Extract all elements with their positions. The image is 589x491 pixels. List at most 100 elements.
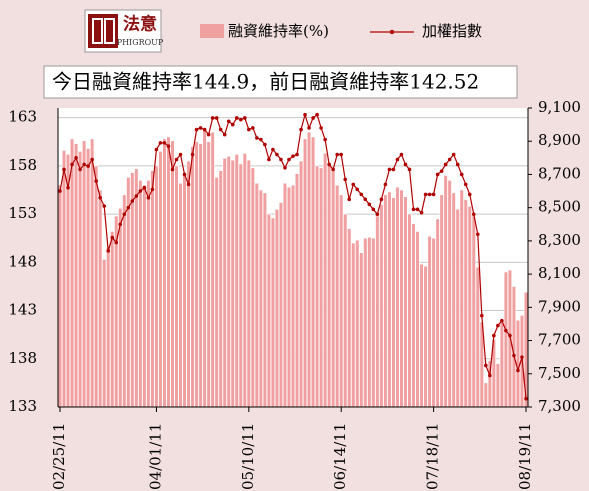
bar <box>471 215 476 408</box>
line-marker <box>238 117 243 122</box>
line-marker <box>508 333 512 338</box>
bar <box>298 160 304 408</box>
bar <box>294 173 300 408</box>
line-marker <box>218 127 223 132</box>
bar <box>238 163 243 408</box>
bar <box>323 153 328 408</box>
bar <box>198 143 203 408</box>
line-marker <box>439 169 444 173</box>
bar <box>126 177 131 408</box>
bar <box>73 143 79 408</box>
y2-tick-label: 7,500 <box>538 364 581 382</box>
line-marker <box>355 187 360 192</box>
line-marker <box>339 152 344 157</box>
bar <box>61 150 67 408</box>
line-marker <box>423 192 428 197</box>
line-marker <box>512 353 516 358</box>
line-marker <box>303 112 307 117</box>
line-marker <box>190 152 195 157</box>
bar <box>270 217 276 408</box>
line-marker <box>178 152 183 157</box>
line-marker <box>315 112 319 117</box>
y-tick-label: 163 <box>8 108 37 126</box>
y2-tick-label: 8,700 <box>538 164 581 182</box>
bar <box>463 199 468 408</box>
bar <box>254 182 259 408</box>
line-marker <box>114 240 119 245</box>
line-marker <box>134 194 139 198</box>
legend-label: 加權指數 <box>422 22 482 40</box>
bar <box>182 175 187 408</box>
line-marker <box>74 156 78 160</box>
bar <box>343 213 348 408</box>
line-marker <box>98 195 102 200</box>
line-marker <box>492 333 496 338</box>
line-marker <box>403 162 408 167</box>
bar <box>439 194 444 408</box>
bar <box>90 138 95 408</box>
bar <box>190 146 195 408</box>
bar <box>226 155 231 408</box>
bar <box>98 189 103 408</box>
bar <box>250 167 255 408</box>
line-marker <box>86 164 90 168</box>
line-marker <box>82 162 86 167</box>
line-marker <box>504 328 508 333</box>
line-marker <box>431 192 436 197</box>
annotation: 今日融資維持率144.9，前日融資維持率142.52 <box>52 70 479 94</box>
line-marker <box>154 147 159 152</box>
bar <box>319 167 324 408</box>
y2-tick-label: 7,900 <box>538 297 581 315</box>
line-marker <box>343 177 348 182</box>
bar <box>335 184 340 408</box>
line-marker <box>267 157 271 162</box>
line-marker <box>363 197 368 202</box>
line-marker <box>158 141 163 145</box>
line-marker <box>307 126 311 130</box>
bar <box>363 237 368 408</box>
bar <box>154 165 159 408</box>
bar <box>310 136 316 408</box>
line-marker <box>367 202 372 207</box>
line-marker <box>331 167 335 172</box>
bar <box>262 192 267 408</box>
bar <box>383 194 388 408</box>
bar <box>331 170 336 408</box>
line-marker <box>247 127 251 132</box>
line-marker <box>459 172 464 177</box>
line-marker <box>500 318 504 323</box>
bar <box>122 194 127 408</box>
bar <box>495 363 500 408</box>
bar <box>166 136 171 408</box>
y-tick-label: 143 <box>8 301 37 319</box>
line-marker <box>520 355 524 359</box>
line-marker <box>90 157 94 162</box>
bar <box>114 215 119 408</box>
x-tick-label: 07/18/11 <box>424 423 442 490</box>
line-marker <box>142 185 147 190</box>
bar <box>106 247 111 408</box>
bar <box>134 168 139 408</box>
bar <box>150 170 155 408</box>
line-marker <box>524 396 528 401</box>
bar <box>77 151 83 408</box>
bar <box>206 141 211 408</box>
line-marker <box>319 126 323 130</box>
bar <box>306 131 312 408</box>
line-marker <box>323 137 327 142</box>
line-marker <box>78 167 82 172</box>
bar <box>138 180 143 408</box>
line-marker <box>234 116 239 120</box>
line-marker <box>271 147 275 152</box>
line-marker <box>222 132 227 137</box>
bar <box>234 153 239 408</box>
line-marker <box>206 132 211 137</box>
legend-swatch <box>200 24 224 38</box>
line-marker <box>242 116 247 120</box>
bar <box>130 172 135 408</box>
bar <box>278 202 284 408</box>
bar <box>387 191 392 408</box>
bar <box>274 208 280 408</box>
y2-tick-label: 9,100 <box>538 98 581 116</box>
